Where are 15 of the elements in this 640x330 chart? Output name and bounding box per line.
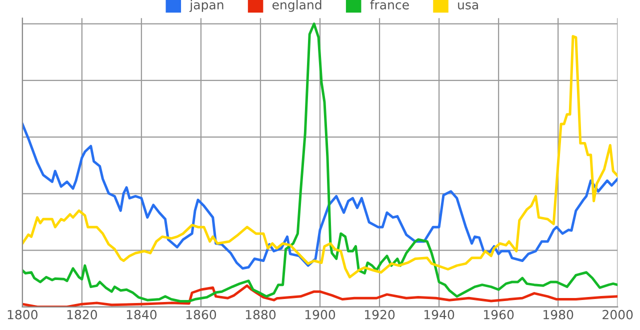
legend-label: france [370, 0, 409, 10]
legend-label: usa [458, 2, 478, 10]
x-tick-label: 2000 [602, 310, 633, 320]
x-tick-label: 1920 [364, 310, 395, 320]
legend-label: japan [189, 0, 224, 12]
x-tick-label: 1800 [8, 310, 38, 320]
x-tick-label: 1840 [126, 310, 157, 320]
x-tick-label: 1900 [305, 310, 336, 320]
x-tick-label: 1980 [544, 310, 574, 320]
x-tick-label: 1820 [67, 310, 97, 320]
legend-label: england [272, 0, 322, 12]
x-tick-label: 1960 [484, 310, 514, 320]
x-tick-label: 1940 [424, 310, 454, 320]
x-tick-label: 1860 [186, 310, 216, 320]
x-tick-label: 1880 [246, 310, 276, 320]
